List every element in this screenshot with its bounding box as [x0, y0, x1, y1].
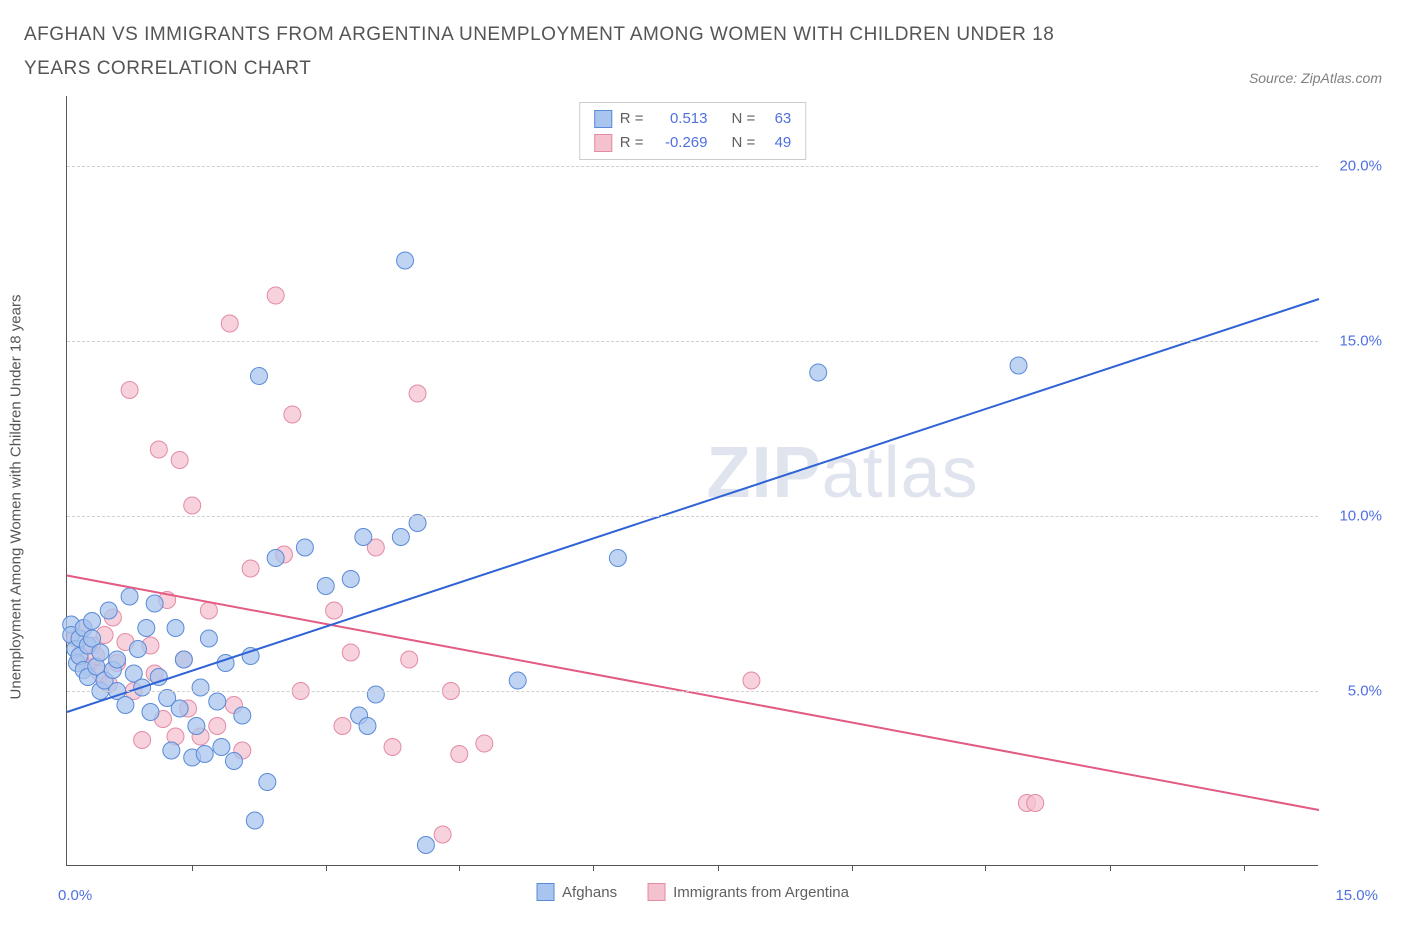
- scatter-point: [1010, 357, 1027, 374]
- x-tick-mark: [459, 865, 460, 871]
- scatter-point: [367, 686, 384, 703]
- scatter-point: [209, 718, 226, 735]
- scatter-point: [100, 602, 117, 619]
- grid-line: [67, 341, 1318, 342]
- x-tick-mark: [1244, 865, 1245, 871]
- y-tick-label: 5.0%: [1324, 683, 1382, 700]
- plot-area: ZIPatlas R = 0.513 N = 63 R = -0.269 N =…: [66, 96, 1318, 866]
- scatter-point: [342, 571, 359, 588]
- scatter-point: [409, 515, 426, 532]
- scatter-point: [167, 620, 184, 637]
- swatch-series1-legend: [536, 883, 554, 901]
- scatter-point: [342, 644, 359, 661]
- scatter-point: [434, 826, 451, 843]
- scatter-point: [810, 364, 827, 381]
- scatter-point: [184, 497, 201, 514]
- scatter-point: [326, 602, 343, 619]
- scatter-point: [284, 406, 301, 423]
- x-tick-mark: [985, 865, 986, 871]
- x-tick-mark: [718, 865, 719, 871]
- scatter-point: [242, 560, 259, 577]
- scatter-point: [234, 707, 251, 724]
- trend-line-series1: [67, 299, 1319, 712]
- scatter-point: [200, 630, 217, 647]
- x-axis-left-label: 0.0%: [58, 887, 92, 904]
- scatter-point: [92, 644, 109, 661]
- scatter-point: [134, 732, 151, 749]
- scatter-point: [138, 620, 155, 637]
- scatter-point: [317, 578, 334, 595]
- scatter-point: [121, 382, 138, 399]
- bottom-legend: Afghans Immigrants from Argentina: [536, 883, 849, 901]
- scatter-point: [476, 735, 493, 752]
- scatter-point: [392, 529, 409, 546]
- scatter-point: [109, 651, 126, 668]
- scatter-point: [200, 602, 217, 619]
- x-axis-right-label: 15.0%: [1335, 887, 1378, 904]
- scatter-point: [150, 441, 167, 458]
- scatter-point: [267, 550, 284, 567]
- scatter-point: [334, 718, 351, 735]
- scatter-point: [192, 679, 209, 696]
- scatter-point: [409, 385, 426, 402]
- scatter-point: [188, 718, 205, 735]
- y-tick-label: 10.0%: [1324, 508, 1382, 525]
- scatter-point: [117, 697, 134, 714]
- y-axis-label: Unemployment Among Women with Children U…: [8, 295, 25, 700]
- scatter-point: [355, 529, 372, 546]
- scatter-point: [296, 539, 313, 556]
- scatter-point: [609, 550, 626, 567]
- scatter-point: [146, 595, 163, 612]
- scatter-point: [221, 315, 238, 332]
- scatter-point: [213, 739, 230, 756]
- scatter-point: [743, 672, 760, 689]
- scatter-point: [359, 718, 376, 735]
- grid-line: [67, 166, 1318, 167]
- grid-line: [67, 516, 1318, 517]
- scatter-point: [129, 641, 146, 658]
- scatter-point: [384, 739, 401, 756]
- chart-title: AFGHAN VS IMMIGRANTS FROM ARGENTINA UNEM…: [24, 18, 1124, 86]
- scatter-point: [171, 700, 188, 717]
- swatch-series2-legend: [647, 883, 665, 901]
- scatter-point: [225, 753, 242, 770]
- scatter-point: [267, 287, 284, 304]
- y-tick-label: 15.0%: [1324, 333, 1382, 350]
- legend-item-series2: Immigrants from Argentina: [647, 883, 849, 901]
- scatter-point: [142, 704, 159, 721]
- scatter-point: [84, 613, 101, 630]
- scatter-point: [451, 746, 468, 763]
- scatter-point: [246, 812, 263, 829]
- scatter-point: [250, 368, 267, 385]
- scatter-point: [175, 651, 192, 668]
- x-tick-mark: [852, 865, 853, 871]
- x-tick-mark: [593, 865, 594, 871]
- x-tick-mark: [192, 865, 193, 871]
- legend-label-series2: Immigrants from Argentina: [673, 884, 849, 901]
- scatter-point: [417, 837, 434, 854]
- scatter-point: [196, 746, 213, 763]
- trend-line-series2: [67, 576, 1319, 811]
- scatter-point: [259, 774, 276, 791]
- chart-container: Unemployment Among Women with Children U…: [24, 92, 1384, 902]
- scatter-point: [163, 742, 180, 759]
- legend-label-series1: Afghans: [562, 884, 617, 901]
- scatter-point: [1027, 795, 1044, 812]
- x-tick-mark: [1110, 865, 1111, 871]
- scatter-point: [509, 672, 526, 689]
- y-tick-label: 20.0%: [1324, 158, 1382, 175]
- scatter-point: [397, 252, 414, 269]
- x-tick-mark: [326, 865, 327, 871]
- legend-item-series1: Afghans: [536, 883, 617, 901]
- chart-svg: [67, 96, 1318, 865]
- scatter-point: [209, 693, 226, 710]
- grid-line: [67, 691, 1318, 692]
- source-label: Source: ZipAtlas.com: [1249, 70, 1382, 86]
- scatter-point: [401, 651, 418, 668]
- scatter-point: [121, 588, 138, 605]
- scatter-point: [171, 452, 188, 469]
